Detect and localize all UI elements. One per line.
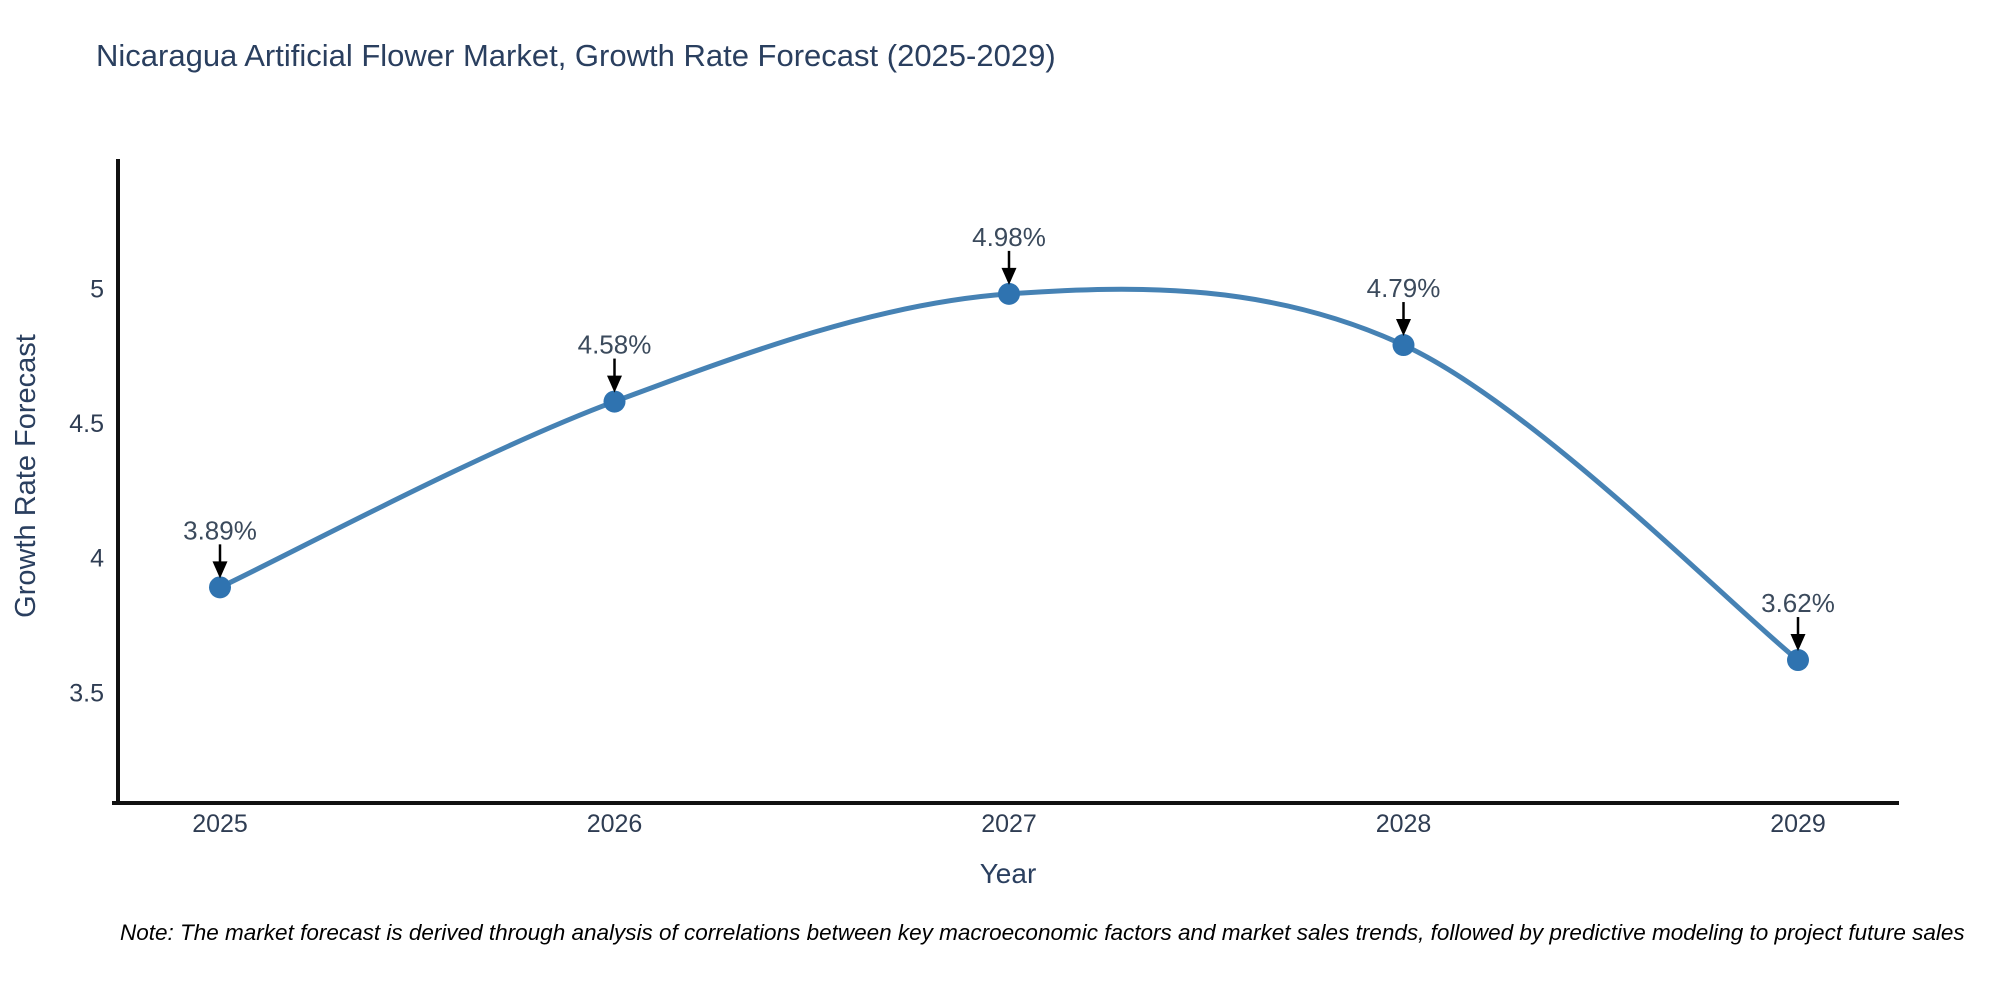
annotation-arrowhead-icon [1396, 319, 1411, 337]
data-point-marker [998, 282, 1020, 305]
x-tick-label: 2026 [587, 810, 643, 838]
chart-footnote: Note: The market forecast is derived thr… [120, 920, 1965, 945]
y-tick-label: 3.5 [69, 679, 104, 707]
forecast-line [218, 286, 1800, 662]
data-point-label: 4.58% [578, 330, 652, 360]
y-tick-label: 4 [90, 545, 104, 573]
data-point-marker [1392, 334, 1415, 357]
x-tick-label: 2028 [1376, 810, 1432, 838]
annotation-arrowhead-icon [1790, 634, 1806, 652]
data-point-label: 4.98% [972, 222, 1046, 252]
data-point-label: 4.79% [1367, 273, 1441, 303]
annotation-arrowhead-icon [607, 375, 622, 393]
annotation-arrowhead-icon [1001, 267, 1017, 285]
chart-title: Nicaragua Artificial Flower Market, Grow… [96, 38, 1056, 73]
annotation-arrowhead-icon [212, 561, 228, 579]
x-tick-label: 2027 [981, 810, 1037, 838]
data-point-marker [209, 576, 231, 599]
data-point-marker [1787, 649, 1809, 672]
data-point-label: 3.89% [183, 515, 257, 545]
data-point-marker [603, 390, 626, 413]
x-tick-label: 2025 [192, 810, 248, 838]
x-axis-title: Year [979, 858, 1037, 889]
y-tick-label: 4.5 [69, 410, 104, 438]
y-tick-label: 5 [90, 276, 104, 304]
data-point-label: 3.62% [1761, 588, 1835, 618]
x-tick-label: 2029 [1770, 810, 1826, 838]
